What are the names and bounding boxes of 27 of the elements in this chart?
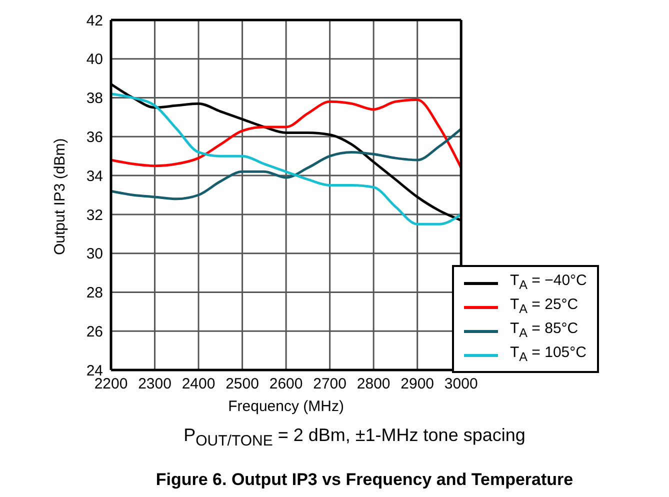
x-tick-label: 2900 [400,376,434,393]
legend-label: T$_{A}$ = 25°C [510,295,578,318]
y-tick-label: 32 [86,206,103,224]
y-tick-label: 26 [86,323,103,340]
legend-label: T$_{A}$ = 105°C [510,343,586,366]
y-tick-label: 28 [86,284,103,302]
y-tick-label: 38 [86,90,103,108]
x-tick-label: 2700 [313,376,347,393]
line-series [111,98,462,170]
text: Figure 6. Output IP3 vs Frequency and Temperature [154,470,574,490]
x-tick-label: 2400 [182,376,216,393]
x-tick-label: 2600 [269,376,303,393]
x-tick-label: 2300 [138,376,172,393]
text: P$_{OUT/TONE}$ = 2 dBm, ±1-MHz tone spacing [182,425,526,450]
y-tick-label: 40 [86,51,103,68]
y-tick-label: 36 [86,128,103,146]
legend-label: T$_{A}$ = −40°C [510,271,587,294]
legend-label: T$_{A}$ = 85°C [510,319,578,342]
x-tick-label: 2500 [226,376,259,393]
x-axis-title: Frequency (MHz) [228,398,344,415]
y-tick-label: 30 [86,246,103,263]
y-axis-title: Output IP3 (dBm) [51,138,68,255]
x-tick-label: 2800 [356,376,390,393]
y-tick-label: 34 [86,168,103,185]
x-tick-label: 3000 [444,376,478,393]
y-tick-label: 42 [86,12,103,30]
line-series [111,128,462,200]
